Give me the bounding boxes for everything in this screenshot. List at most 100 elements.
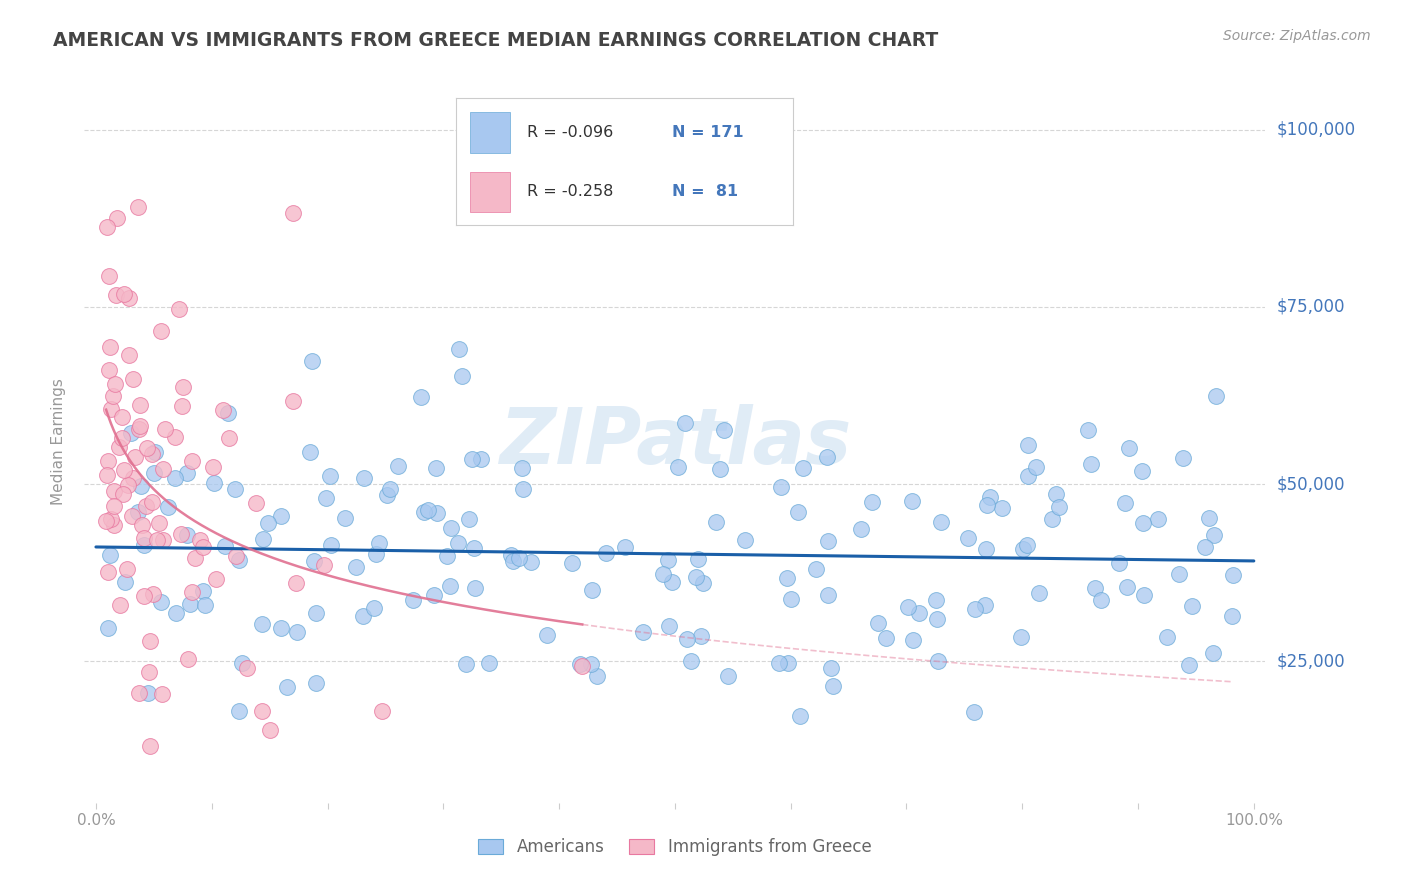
Point xyxy=(631,624,654,639)
Point xyxy=(976,499,998,513)
Point xyxy=(458,512,481,526)
Point xyxy=(1116,580,1139,594)
Point xyxy=(510,461,533,475)
Point xyxy=(127,200,149,214)
Point xyxy=(285,575,308,590)
Point xyxy=(259,723,281,737)
Point xyxy=(132,589,155,603)
Point xyxy=(502,554,524,568)
Point xyxy=(138,686,160,700)
Text: $25,000: $25,000 xyxy=(1277,652,1346,670)
Point xyxy=(851,522,873,536)
Point xyxy=(302,554,325,568)
Point xyxy=(256,516,278,530)
Point xyxy=(1017,438,1039,452)
Point xyxy=(299,445,322,459)
Point xyxy=(103,499,125,513)
Point xyxy=(108,598,131,612)
Point xyxy=(224,482,246,496)
Point xyxy=(464,581,486,595)
Point xyxy=(250,704,273,718)
Point xyxy=(142,467,165,481)
Point xyxy=(713,424,735,438)
Point xyxy=(129,479,152,493)
Point xyxy=(658,619,681,633)
Point xyxy=(963,602,986,616)
Point xyxy=(150,687,173,701)
Point xyxy=(908,606,931,620)
Point xyxy=(447,536,470,550)
Point xyxy=(787,505,810,519)
Point xyxy=(956,532,979,546)
Point xyxy=(875,631,897,645)
Point xyxy=(141,495,163,509)
Point xyxy=(651,567,673,582)
Point xyxy=(319,538,342,552)
Point xyxy=(657,553,679,567)
Point xyxy=(333,511,356,525)
Point xyxy=(100,402,122,417)
Point xyxy=(142,587,165,601)
Point xyxy=(104,288,127,302)
Point xyxy=(536,628,558,642)
Point xyxy=(167,302,190,317)
Point xyxy=(96,565,118,579)
Point xyxy=(97,363,120,377)
Point xyxy=(179,597,201,611)
Point xyxy=(94,514,117,528)
Point xyxy=(118,348,141,362)
Point xyxy=(285,624,308,639)
Point xyxy=(194,598,217,612)
Point xyxy=(806,562,828,576)
Point xyxy=(927,654,949,668)
Point xyxy=(1222,567,1244,582)
Point xyxy=(456,657,478,672)
Point xyxy=(228,552,250,566)
Point xyxy=(228,704,250,718)
Point xyxy=(202,475,225,490)
Point xyxy=(181,454,204,468)
Point xyxy=(1133,588,1156,602)
Point xyxy=(461,452,484,467)
Point xyxy=(586,669,609,683)
Point xyxy=(270,621,292,635)
Point xyxy=(370,704,392,718)
Point xyxy=(1108,556,1130,570)
Point xyxy=(1202,646,1225,660)
Point xyxy=(312,558,335,573)
Point xyxy=(418,503,440,517)
Point xyxy=(821,679,844,693)
Point xyxy=(1084,581,1107,595)
Point xyxy=(704,515,727,529)
Point xyxy=(1130,464,1153,478)
Point xyxy=(176,528,198,542)
Point xyxy=(276,680,298,694)
Point xyxy=(103,518,125,533)
Point xyxy=(571,659,593,673)
Point xyxy=(440,521,463,535)
Point xyxy=(283,394,305,409)
Point xyxy=(686,552,709,566)
Point xyxy=(353,471,375,485)
Point xyxy=(1167,567,1189,582)
Point xyxy=(860,495,883,509)
Point xyxy=(97,621,120,635)
Point xyxy=(111,486,134,500)
Point xyxy=(212,403,235,417)
Point xyxy=(176,467,198,481)
Point xyxy=(318,468,340,483)
Point xyxy=(163,430,186,444)
Point xyxy=(180,585,202,599)
Point xyxy=(134,531,156,545)
Point xyxy=(776,571,799,585)
Point xyxy=(974,542,997,557)
Point xyxy=(1171,450,1194,465)
Point xyxy=(520,555,543,569)
Point xyxy=(281,206,304,220)
Point xyxy=(439,579,461,593)
Point xyxy=(170,400,193,414)
Point xyxy=(868,615,890,630)
Point xyxy=(236,660,259,674)
Point xyxy=(135,499,157,513)
Point xyxy=(1147,512,1170,526)
